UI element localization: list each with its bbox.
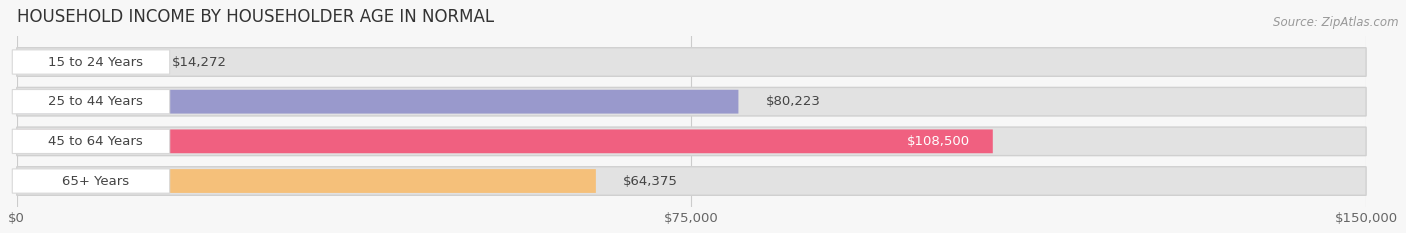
FancyBboxPatch shape [17,169,596,193]
FancyBboxPatch shape [17,127,1367,156]
Text: HOUSEHOLD INCOME BY HOUSEHOLDER AGE IN NORMAL: HOUSEHOLD INCOME BY HOUSEHOLDER AGE IN N… [17,8,494,26]
Text: $80,223: $80,223 [765,95,820,108]
Text: 15 to 24 Years: 15 to 24 Years [48,55,143,69]
Text: $64,375: $64,375 [623,175,678,188]
FancyBboxPatch shape [17,48,1367,76]
FancyBboxPatch shape [17,167,1367,195]
FancyBboxPatch shape [17,90,738,113]
Text: 65+ Years: 65+ Years [62,175,129,188]
FancyBboxPatch shape [17,130,993,153]
FancyBboxPatch shape [13,89,170,114]
FancyBboxPatch shape [13,169,170,193]
FancyBboxPatch shape [13,50,170,74]
FancyBboxPatch shape [17,50,145,74]
FancyBboxPatch shape [17,87,1367,116]
Text: 45 to 64 Years: 45 to 64 Years [48,135,143,148]
Text: $108,500: $108,500 [907,135,970,148]
Text: $14,272: $14,272 [172,55,228,69]
FancyBboxPatch shape [13,129,170,154]
Text: Source: ZipAtlas.com: Source: ZipAtlas.com [1274,16,1399,29]
Text: 25 to 44 Years: 25 to 44 Years [48,95,143,108]
